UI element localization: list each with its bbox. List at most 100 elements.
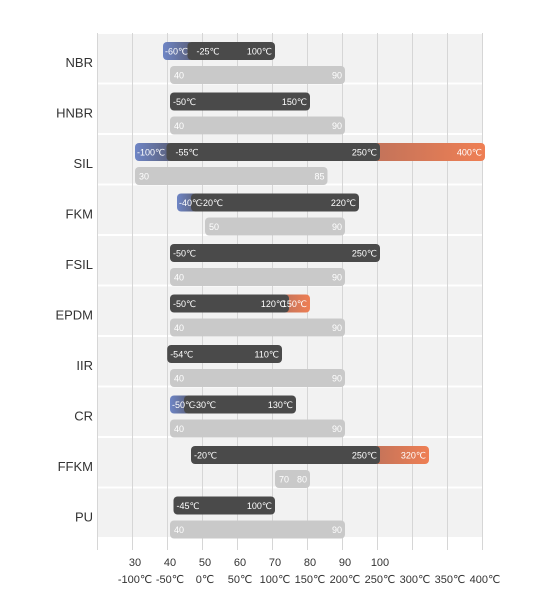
cold-min-label-nbr: -60℃ <box>165 47 188 57</box>
material-label-fsil: FSIL <box>66 257 93 272</box>
hardness-bar-fkm <box>205 217 345 236</box>
temperature-tick-label: 350℃ <box>435 574 466 586</box>
hardness-max-label-fsil: 90 <box>332 273 342 283</box>
hardness-tick-label: 100 <box>371 557 389 569</box>
temperature-tick-label: 300℃ <box>400 574 431 586</box>
temp-max-label-hnbr: 150℃ <box>282 97 307 107</box>
temperature-tick-label: 50℃ <box>228 574 253 586</box>
hardness-max-label-cr: 90 <box>332 424 342 434</box>
hardness-tick-label: 70 <box>269 557 281 569</box>
hot-extension-bar-epdm <box>283 294 310 313</box>
material-label-fkm: FKM <box>66 207 93 222</box>
material-label-pu: PU <box>75 510 93 525</box>
hardness-tick-label: 90 <box>339 557 351 569</box>
cold-min-label-sil: -100℃ <box>137 148 165 158</box>
temperature-tick-label: -100℃ <box>118 574 152 586</box>
hardness-bar-iir <box>170 369 345 387</box>
hardness-max-label-epdm: 90 <box>332 323 342 333</box>
temp-max-label-ffkm: 250℃ <box>352 451 377 461</box>
hardness-max-label-ffkm: 80 <box>297 475 307 485</box>
temperature-bar-nbr <box>187 42 275 60</box>
temp-max-label-fsil: 250℃ <box>352 249 377 259</box>
hardness-bar-hnbr <box>170 116 345 135</box>
hardness-max-label-fkm: 90 <box>332 222 342 232</box>
hot-extension-bar-sil <box>374 143 485 161</box>
hardness-tick-label: 60 <box>234 557 246 569</box>
hardness-min-label-ffkm: 70 <box>279 475 289 485</box>
temp-max-label-cr: 130℃ <box>268 400 293 410</box>
hardness-max-label-sil: 85 <box>314 172 324 182</box>
hardness-bar-nbr <box>170 66 345 84</box>
cold-extension-bar-sil <box>135 143 173 161</box>
temp-min-label-cr: -30℃ <box>193 400 216 410</box>
hardness-tick-label: 50 <box>199 557 211 569</box>
hardness-min-label-pu: 40 <box>174 525 184 535</box>
cold-extension-bar-nbr <box>163 42 194 60</box>
temp-min-label-fkm: -20℃ <box>200 198 223 208</box>
temperature-tick-label: 100℃ <box>260 574 291 586</box>
material-label-hnbr: HNBR <box>56 106 93 121</box>
temp-max-label-iir: 110℃ <box>255 350 279 360</box>
hardness-max-label-nbr: 90 <box>332 71 342 81</box>
cold-min-label-fkm: -40℃ <box>179 198 202 208</box>
temperature-bar-pu <box>173 496 275 515</box>
hot-extension-bar-ffkm <box>374 446 429 464</box>
temp-max-label-nbr: 100℃ <box>247 47 272 57</box>
hot-max-label-epdm: 150℃ <box>282 299 307 309</box>
temp-min-label-epdm: -50℃ <box>173 299 196 309</box>
material-label-ffkm: FFKM <box>58 459 93 474</box>
hardness-min-label-hnbr: 40 <box>174 121 184 131</box>
temperature-bar-ffkm <box>191 446 380 464</box>
temp-min-label-iir: -54℃ <box>170 350 193 360</box>
material-label-iir: IIR <box>76 358 93 373</box>
hardness-max-label-pu: 90 <box>332 525 342 535</box>
temperature-tick-label: 200℃ <box>330 574 361 586</box>
hardness-min-label-cr: 40 <box>174 424 184 434</box>
temperature-bar-hnbr <box>170 92 310 111</box>
hot-max-label-sil: 400℃ <box>457 148 482 158</box>
material-label-epdm: EPDM <box>55 308 93 323</box>
temp-min-label-hnbr: -50℃ <box>173 97 196 107</box>
hardness-min-label-fkm: 50 <box>209 222 219 232</box>
temp-min-label-ffkm: -20℃ <box>194 451 217 461</box>
hardness-min-label-fsil: 40 <box>174 273 184 283</box>
hardness-bar-pu <box>170 520 345 539</box>
hardness-min-label-nbr: 40 <box>174 71 184 81</box>
hardness-min-label-epdm: 40 <box>174 323 184 333</box>
temperature-bar-sil <box>166 143 380 161</box>
temperature-tick-label: -50℃ <box>156 574 184 586</box>
hardness-tick-label: 80 <box>304 557 316 569</box>
hardness-bar-sil <box>135 167 328 185</box>
hardness-bar-ffkm <box>275 470 310 488</box>
hardness-bar-fsil <box>170 268 345 286</box>
temp-max-label-pu: 100℃ <box>247 501 272 511</box>
temperature-bar-cr <box>184 395 296 414</box>
hardness-min-label-sil: 30 <box>139 172 149 182</box>
temperature-bar-fkm <box>191 193 359 212</box>
material-label-nbr: NBR <box>66 55 93 70</box>
material-label-cr: CR <box>74 409 93 424</box>
hot-max-label-ffkm: 320℃ <box>401 451 426 461</box>
temperature-bar-epdm <box>170 294 289 313</box>
temp-max-label-sil: 250℃ <box>352 148 377 158</box>
cold-min-label-cr: -50℃ <box>172 400 195 410</box>
material-labels: NBR HNBR SIL FKM FSIL EPDM IIR CR FFKM PU <box>55 55 93 525</box>
range-bars: -60℃ -25℃ 100℃ 40 90 -50℃ 150℃ 40 90 -100℃ -55℃ 250… <box>135 42 485 539</box>
temperature-tick-label: 150℃ <box>295 574 326 586</box>
temperature-tick-label: 0℃ <box>196 574 214 586</box>
temperature-tick-label: 250℃ <box>365 574 396 586</box>
hardness-bar-epdm <box>170 318 345 337</box>
hardness-bar-cr <box>170 419 345 438</box>
temp-min-label-pu: -45℃ <box>177 501 200 511</box>
material-label-sil: SIL <box>73 156 93 171</box>
temp-min-label-sil: -55℃ <box>176 148 199 158</box>
temperature-tick-label: 400℃ <box>470 574 501 586</box>
hardness-tick-label: 30 <box>129 557 141 569</box>
hardness-max-label-iir: 90 <box>332 374 342 384</box>
temp-max-label-epdm: 120℃ <box>261 299 286 309</box>
x-axes: 30 40 50 60 70 80 90 100 -100℃ -50℃ 0℃ 50℃ 100℃ 150℃ 2… <box>118 557 501 586</box>
temperature-bar-fsil <box>170 244 380 262</box>
temp-min-label-nbr: -25℃ <box>197 47 220 57</box>
temp-max-label-fkm: 220℃ <box>331 198 356 208</box>
